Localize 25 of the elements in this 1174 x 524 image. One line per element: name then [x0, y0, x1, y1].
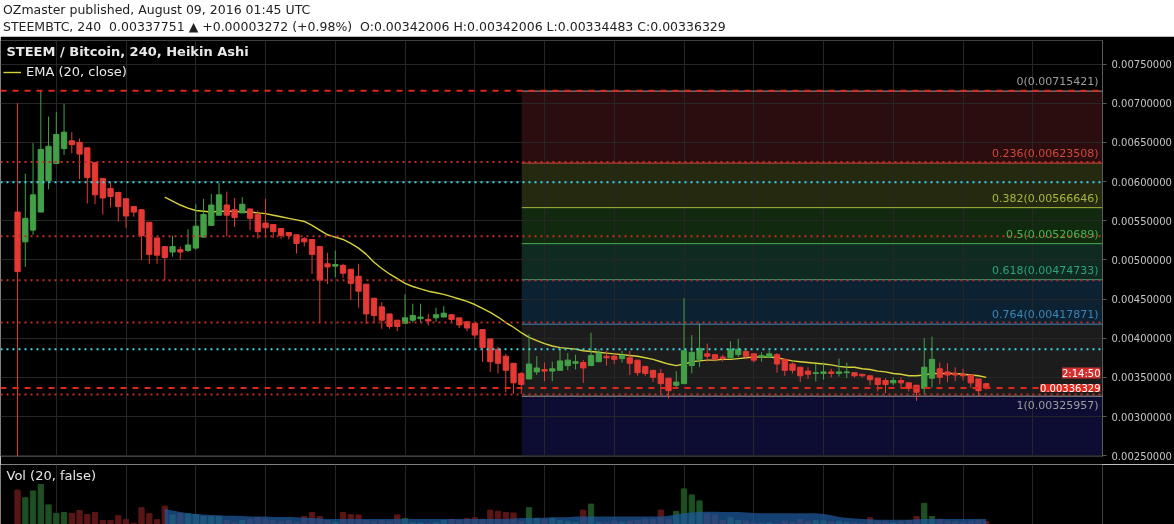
y-tick-label: 0.00350000: [1111, 372, 1172, 384]
y-tick-label: 0.00500000: [1111, 254, 1172, 266]
y-tick-label: 0.00300000: [1111, 411, 1172, 423]
y-tick-label: 0.00750000: [1111, 59, 1172, 70]
ref-line-label: 0.618(0.00474733): [991, 263, 1099, 277]
y-tick-label: 0.00700000: [1111, 98, 1172, 110]
chart-title: Vol (20, false): [6, 467, 96, 483]
chart-subtitle: STEEMBTC, 240 0.00337751 ▲ +0.00003272 (+0.98%) O:0.00342006 H:0.00342006 L:0.00334483 C:0.00336329: [3, 19, 726, 34]
text: OZmaster published, August 09, 2016 01:45 UTC: [3, 2, 311, 17]
chart-title: STEEM / Bitcoin, 240, Heikin Ashi: [6, 43, 249, 59]
annotation: 2:14:50: [1061, 367, 1101, 379]
y-tick-label: 0.00550000: [1111, 215, 1172, 227]
y-tick-label: 0.00450000: [1111, 294, 1172, 306]
ref-line-label: 0.382(0.00566646): [991, 191, 1099, 205]
legend-label: EMA (20, close): [26, 64, 127, 79]
y-tick-label: 0.00650000: [1111, 137, 1172, 149]
ref-line-label: 0.5(0.00520689): [1005, 227, 1099, 241]
ref-line-label: 0.236(0.00623508): [991, 147, 1099, 161]
y-tick-label: 0.00600000: [1111, 176, 1172, 188]
ref-line-label: 0.00336329: [1040, 383, 1101, 395]
y-tick-label: 0.00400000: [1111, 333, 1172, 345]
ref-line-label: 0(0.00715421): [1016, 75, 1099, 89]
y-tick-label: 0.00250000: [1111, 450, 1172, 462]
ref-line-label: 1(0.00325957): [1016, 399, 1099, 413]
ref-line-label: 0.764(0.00417871): [991, 308, 1099, 322]
